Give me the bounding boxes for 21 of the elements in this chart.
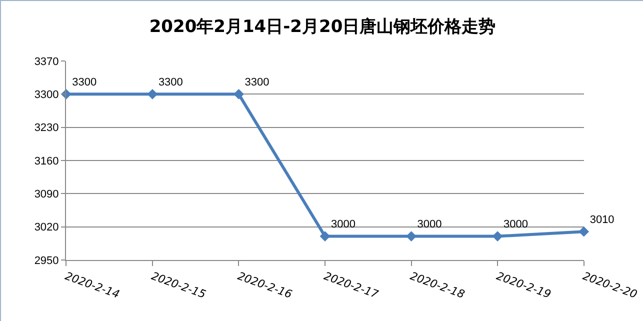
point: [406, 231, 416, 242]
point: [147, 88, 158, 100]
y-tick-label: 3160: [34, 155, 59, 168]
y-tick-label: 3230: [34, 122, 59, 134]
data-label: 3000: [417, 218, 442, 231]
point: [234, 88, 244, 100]
data-label: 3000: [331, 218, 356, 231]
point: [578, 226, 590, 237]
y-tick-label: 3090: [34, 188, 59, 201]
y-tick-label: 3020: [34, 222, 59, 234]
data-label: 3300: [72, 76, 97, 88]
data-label: 3300: [158, 76, 183, 88]
y-tick-label: 3300: [34, 89, 59, 102]
point: [320, 231, 330, 242]
y-tick-label: 3370: [34, 56, 59, 68]
data-label: 3000: [504, 218, 528, 231]
point: [492, 231, 503, 242]
data-label: 3300: [244, 76, 270, 88]
y-tick-label: 2950: [34, 254, 59, 267]
data-label: 3010: [590, 214, 614, 226]
chart-title: 2020年2月14日-2月20日唐山钢坯价格走势: [149, 17, 496, 38]
